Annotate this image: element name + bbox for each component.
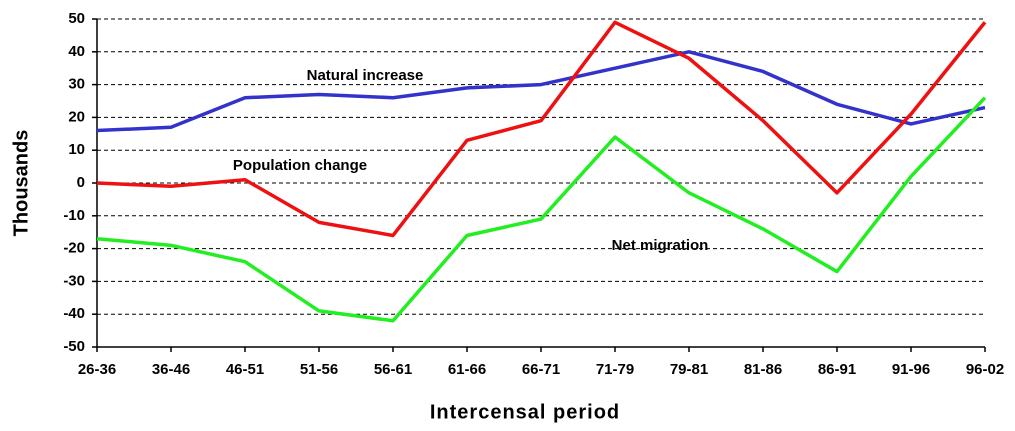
y-tick-label: 40 bbox=[68, 43, 85, 60]
series-label: Net migration bbox=[612, 237, 709, 254]
y-tick-label: -20 bbox=[63, 240, 85, 257]
x-tick-label: 86-91 bbox=[818, 361, 856, 378]
x-tick-label: 91-96 bbox=[892, 361, 930, 378]
y-tick-label: 20 bbox=[68, 108, 85, 125]
y-tick-label: 10 bbox=[68, 141, 85, 158]
x-tick-label: 96-02 bbox=[966, 361, 1004, 378]
y-tick-label: -50 bbox=[63, 338, 85, 355]
x-tick-label: 56-61 bbox=[374, 361, 412, 378]
y-tick-label: -40 bbox=[63, 305, 85, 322]
x-tick-label: 79-81 bbox=[670, 361, 708, 378]
series-label: Population change bbox=[233, 157, 367, 174]
x-tick-label: 66-71 bbox=[522, 361, 560, 378]
y-tick-label: -10 bbox=[63, 207, 85, 224]
x-axis-title: Intercensal period bbox=[430, 401, 620, 423]
x-tick-label: 81-86 bbox=[744, 361, 782, 378]
x-tick-label: 36-46 bbox=[152, 361, 190, 378]
series-line bbox=[96, 50, 986, 133]
series-line bbox=[96, 20, 987, 238]
x-tick-label: 51-56 bbox=[300, 361, 338, 378]
x-tick-label: 71-79 bbox=[596, 361, 634, 378]
series-line bbox=[96, 96, 987, 323]
x-tick-label: 46-51 bbox=[226, 361, 264, 378]
x-tick-label: 26-36 bbox=[78, 361, 116, 378]
y-tick-label: -30 bbox=[63, 272, 85, 289]
y-tick-label: 30 bbox=[68, 76, 85, 93]
series-label: Natural increase bbox=[307, 67, 424, 84]
y-tick-label: 50 bbox=[68, 10, 85, 27]
x-tick-label: 61-66 bbox=[448, 361, 486, 378]
y-tick-label: 0 bbox=[77, 174, 85, 191]
y-axis-title: Thousands bbox=[10, 130, 32, 237]
